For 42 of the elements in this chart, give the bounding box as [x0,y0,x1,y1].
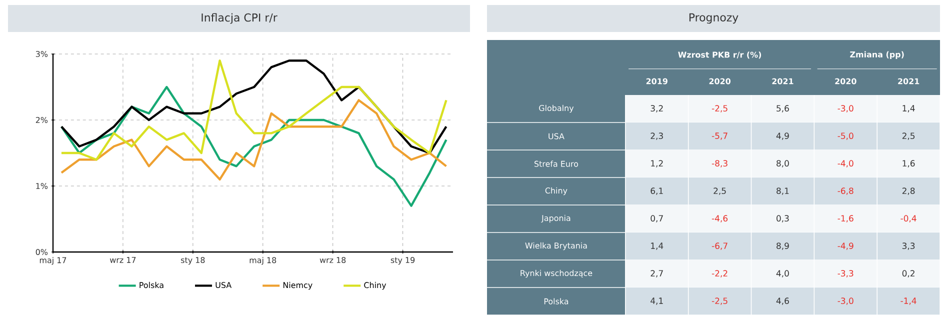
data-label: 1,6 [902,160,915,168]
data-label: 5,6 [776,105,789,112]
data-label: 0,3 [776,215,789,222]
data-label: 0,7 [650,215,663,222]
data-label: -0,4 [900,215,916,222]
data-label: -3,0 [838,105,854,112]
data-label: -2,2 [712,270,728,278]
data-label: 3,3 [902,242,915,250]
data-label: -4,0 [838,160,854,168]
data-label: 4,1 [650,298,663,305]
data-label: -3,3 [838,270,854,278]
data-label: 8,1 [776,188,789,195]
data-label: 4,0 [776,270,789,278]
data-label: -4,9 [838,242,854,250]
data-label: 6,1 [650,188,663,195]
data-label: -1,4 [900,298,916,305]
chart-title: Inflacja CPI r/r [202,13,278,24]
data-label: 2,5 [714,188,726,195]
data-label: -6,8 [838,188,854,195]
data-label: 2,5 [902,132,915,140]
data-label: -4,6 [712,215,728,222]
data-label: 2,3 [650,132,663,140]
data-label: 4,6 [776,298,789,305]
data-label: -8,3 [712,160,728,168]
data-label: 0,2 [902,270,914,278]
data-label: 2,7 [650,270,663,278]
data-label: 1,4 [902,105,915,112]
data-label: 1,4 [651,242,664,250]
data-label: -6,7 [712,242,728,250]
data-label: -1,6 [838,215,854,222]
data-label: 8,9 [776,242,789,250]
data-label: -2,5 [712,105,728,112]
data-label: -2,5 [712,298,728,305]
data-label: 3,2 [650,105,663,112]
data-label: -3,0 [838,298,854,305]
data-label: 1,2 [651,160,663,168]
data-label: 4,9 [776,132,789,140]
data-label: 8,0 [776,160,789,168]
data-label: 2,8 [902,188,915,195]
data-label: -5,7 [712,132,728,140]
chart-title: Prognozy [689,13,738,24]
data-label: -5,0 [838,132,854,140]
